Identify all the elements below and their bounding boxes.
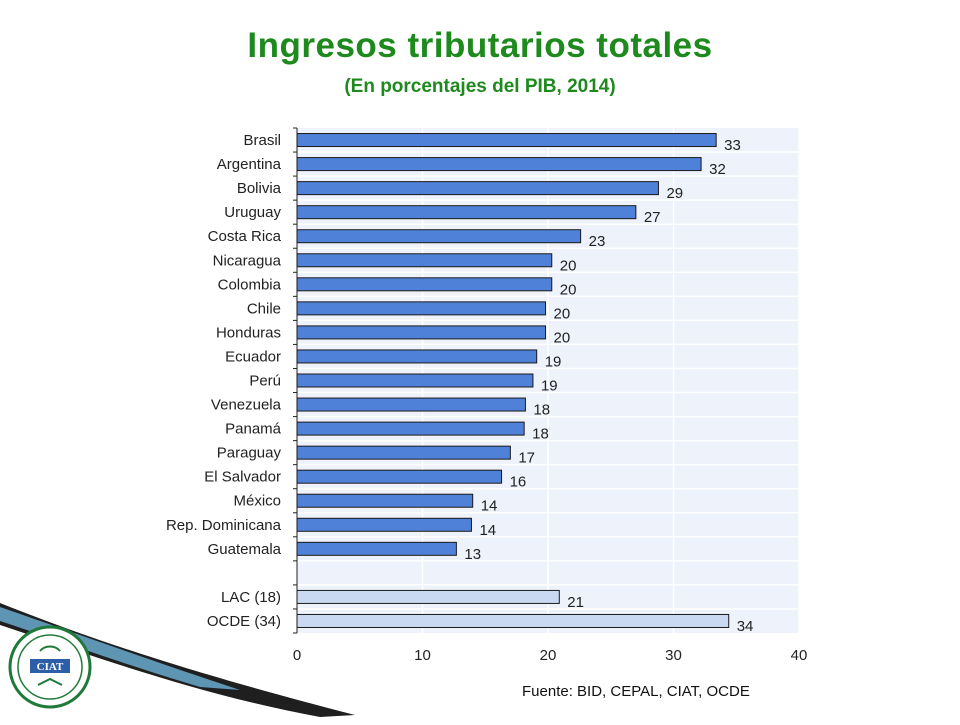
value-label: 20 bbox=[560, 257, 577, 274]
chart-subtitle: (En porcentajes del PIB, 2014) bbox=[344, 76, 616, 97]
bar bbox=[296, 373, 534, 388]
bar bbox=[296, 589, 560, 604]
bar bbox=[296, 445, 511, 460]
category-label: Ecuador bbox=[225, 348, 281, 365]
category-label: México bbox=[233, 493, 281, 510]
bar bbox=[296, 253, 553, 268]
category-label: Perú bbox=[249, 373, 281, 390]
value-label: 20 bbox=[553, 329, 570, 346]
chart-title: Ingresos tributarios totales bbox=[247, 26, 713, 65]
value-label: 18 bbox=[532, 426, 549, 443]
bar bbox=[296, 493, 474, 508]
category-label: Costa Rica bbox=[208, 228, 282, 245]
category-label: Rep. Dominicana bbox=[166, 517, 282, 534]
seal-text: CIAT bbox=[37, 661, 64, 673]
bar bbox=[296, 325, 546, 340]
category-label: Colombia bbox=[218, 276, 282, 293]
swoosh-accent bbox=[0, 607, 240, 690]
x-tick-label: 40 bbox=[791, 647, 808, 664]
category-label: Paraguay bbox=[217, 445, 282, 462]
bar bbox=[296, 613, 730, 628]
category-label: OCDE (34) bbox=[207, 613, 281, 630]
category-label: El Salvador bbox=[204, 469, 281, 486]
value-label: 17 bbox=[518, 450, 535, 467]
value-label: 14 bbox=[481, 498, 498, 515]
bar bbox=[296, 277, 553, 292]
bar bbox=[296, 517, 472, 532]
value-label: 20 bbox=[560, 281, 577, 298]
category-label: Panamá bbox=[225, 421, 282, 438]
value-label: 34 bbox=[737, 618, 754, 635]
bar bbox=[296, 205, 637, 220]
value-label: 16 bbox=[510, 474, 527, 491]
ciat-logo: CIAT bbox=[0, 595, 360, 725]
category-label: Guatemala bbox=[208, 541, 282, 558]
x-tick-label: 20 bbox=[540, 647, 557, 664]
value-label: 23 bbox=[589, 233, 606, 250]
value-label: 29 bbox=[666, 185, 683, 202]
category-label: Honduras bbox=[216, 324, 281, 341]
category-label: Nicaragua bbox=[213, 252, 282, 269]
category-label: Bolivia bbox=[237, 180, 282, 197]
category-label: Uruguay bbox=[224, 204, 281, 221]
value-label: 19 bbox=[541, 378, 558, 395]
category-label: LAC (18) bbox=[221, 589, 281, 606]
bar bbox=[296, 133, 717, 148]
bar bbox=[296, 229, 582, 244]
bar bbox=[296, 541, 457, 556]
bar bbox=[296, 421, 525, 436]
x-tick-label: 0 bbox=[293, 647, 301, 664]
category-label: Brasil bbox=[243, 132, 281, 149]
source-note: Fuente: BID, CEPAL, CIAT, OCDE bbox=[522, 683, 750, 700]
value-label: 32 bbox=[709, 161, 726, 178]
value-label: 27 bbox=[644, 209, 661, 226]
category-label: Venezuela bbox=[211, 397, 282, 414]
category-label: Chile bbox=[247, 300, 281, 317]
bar bbox=[296, 157, 702, 172]
value-label: 20 bbox=[553, 305, 570, 322]
ciat-seal-icon: CIAT bbox=[8, 625, 92, 709]
category-label: Argentina bbox=[217, 156, 282, 173]
value-label: 14 bbox=[479, 522, 496, 539]
bar bbox=[296, 349, 538, 364]
bar bbox=[296, 469, 503, 484]
x-tick-label: 10 bbox=[414, 647, 431, 664]
bar bbox=[296, 301, 546, 316]
x-tick-label: 30 bbox=[665, 647, 682, 664]
bar bbox=[296, 397, 526, 412]
value-label: 33 bbox=[724, 137, 741, 154]
value-label: 13 bbox=[464, 546, 481, 563]
value-label: 19 bbox=[545, 353, 562, 370]
value-label: 21 bbox=[567, 594, 584, 611]
value-label: 18 bbox=[533, 402, 550, 419]
bar bbox=[296, 181, 659, 196]
